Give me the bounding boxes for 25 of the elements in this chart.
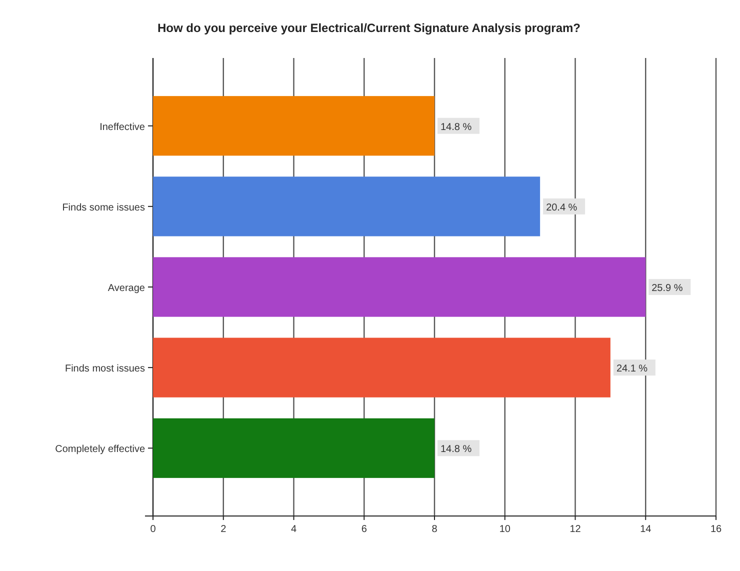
annotation: 24.1 %	[616, 364, 648, 375]
y-tick-label: Completely effective	[55, 444, 146, 456]
y-tick-label: Finds most issues	[64, 364, 145, 375]
annotation: 25.9 %	[652, 283, 683, 294]
bar	[153, 176, 540, 236]
x-tick-label: 14	[640, 524, 652, 535]
x-tick-label: 4	[290, 524, 297, 535]
y-tick-label: Finds some issues	[62, 202, 145, 214]
bar	[153, 257, 646, 317]
x-tick-label: 6	[361, 524, 368, 535]
bar	[153, 418, 434, 478]
x-tick-label: 12	[570, 524, 582, 535]
x-tick-label: 8	[432, 524, 438, 535]
chart-title: How do you perceive your Electrical/Current Signature Analysis program?	[158, 21, 580, 35]
x-tick-label: 10	[499, 524, 511, 535]
annotation: 14.8 %	[440, 122, 472, 133]
x-tick-label: 0	[150, 524, 156, 535]
annotation: 20.4 %	[546, 202, 578, 214]
x-tick-label: 16	[710, 524, 722, 535]
annotation: 14.8 %	[440, 444, 472, 456]
bar	[153, 338, 610, 398]
y-tick-label: Average	[108, 283, 146, 294]
x-tick-label: 2	[220, 524, 227, 535]
y-tick-label: Ineffective	[100, 122, 146, 133]
bar	[153, 96, 434, 156]
